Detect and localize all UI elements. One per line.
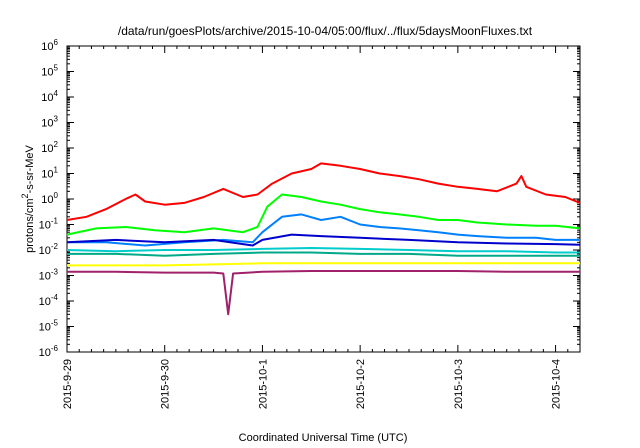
x-tick-label: 2015-9-29 <box>62 359 74 409</box>
y-tick-label: 105 <box>41 64 58 79</box>
x-tick-label: 2015-9-30 <box>160 359 172 409</box>
y-axis-label-suffix: -s-sr-MeV <box>24 144 36 193</box>
y-axis: 10-6 10-5 10-4 10-3 10-2 10-1 100 101 102 103 104 1… <box>39 38 580 359</box>
x-axis-label: Coordinated Universal Time (UTC) <box>239 432 408 444</box>
y-tick-label: 10-2 <box>39 242 59 257</box>
y-tick-label: 10-5 <box>39 319 59 334</box>
y-axis-label-sup: 2 <box>20 193 30 198</box>
series-line <box>67 270 580 316</box>
x-axis: 2015-9-29 2015-9-30 2015-10-1 2015-10-2 2015… <box>62 46 569 409</box>
y-axis-label-prefix: protons/cm <box>24 198 36 252</box>
y-tick-label: 10-4 <box>39 293 59 308</box>
plot-frame <box>66 45 581 353</box>
x-tick-label: 2015-10-1 <box>257 359 269 409</box>
x-tick-label: 2015-10-4 <box>551 359 563 409</box>
y-tick-label: 102 <box>41 140 58 155</box>
series-line <box>67 262 580 267</box>
series-line <box>67 251 580 257</box>
y-axis-label: protons/cm2-s-sr-MeV <box>20 144 36 252</box>
y-tick-label: 100 <box>41 191 58 206</box>
y-tick-label: 10-6 <box>39 344 59 359</box>
y-tick-label: 103 <box>41 115 58 130</box>
x-tick-label: 2015-10-3 <box>453 359 465 409</box>
y-tick-label: 10-1 <box>39 217 59 232</box>
chart-title: /data/run/goesPlots/archive/2015-10-04/0… <box>118 24 533 38</box>
series-line <box>66 193 581 236</box>
series-line <box>66 247 580 254</box>
y-tick-label: 106 <box>41 38 58 53</box>
y-tick-label: 10-3 <box>39 268 59 283</box>
series-group <box>66 162 581 316</box>
x-tick-label: 2015-10-2 <box>355 359 367 409</box>
y-tick-label: 104 <box>41 89 58 104</box>
series-line <box>66 162 581 221</box>
series-line <box>66 233 581 247</box>
y-tick-label: 101 <box>41 166 58 181</box>
